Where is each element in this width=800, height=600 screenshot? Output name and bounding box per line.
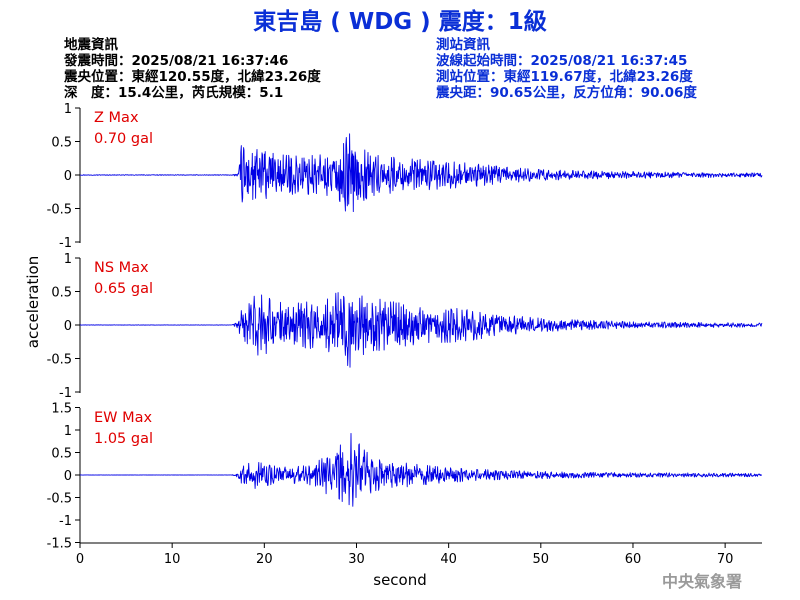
- x-tick-label: 30: [348, 552, 365, 567]
- y-tick-label: -1: [59, 236, 72, 251]
- y-tick-label: 1: [64, 102, 72, 117]
- chart-title: 東吉島 ( WDG ) 震度：1級: [253, 8, 546, 35]
- y-tick-label: 1: [64, 424, 72, 439]
- y-tick-label: 1: [64, 252, 72, 267]
- y-tick-label: -1: [59, 386, 72, 401]
- station-distance-azimuth: 震央距：90.65公里，反方位角：90.06度: [435, 84, 697, 101]
- panel-ns: 1 0.5 0 -0.5 -1 NS Max 0.65 gal: [47, 252, 763, 401]
- max-label-ns: NS Max: [94, 260, 149, 276]
- quake-info-block: 地震資訊 發震時間：2025/08/21 16:37:46 震央位置：東經120…: [63, 36, 321, 101]
- cwa-watermark: 中央氣象署: [662, 572, 742, 591]
- station-location: 測站位置：東經119.67度，北緯23.26度: [436, 68, 693, 85]
- x-tick-label: 20: [256, 552, 273, 567]
- y-tick-label: 0: [64, 169, 72, 184]
- station-wave-start: 波線起始時間：2025/08/21 16:37:45: [436, 52, 687, 69]
- waveform-ew: [79, 432, 762, 507]
- y-tick-label: 0.5: [51, 286, 72, 301]
- y-tick-label: 1.5: [51, 402, 72, 417]
- quake-epicenter: 震央位置：東經120.55度，北緯23.26度: [63, 68, 321, 85]
- station-info-heading: 測站資訊: [436, 36, 490, 53]
- y-tick-label: -0.5: [47, 492, 72, 507]
- station-info-block: 測站資訊 波線起始時間：2025/08/21 16:37:45 測站位置：東經1…: [435, 36, 697, 101]
- y-tick-label: -1: [59, 514, 72, 529]
- y-tick-label: 0.5: [51, 136, 72, 151]
- max-value-z: 0.70 gal: [94, 131, 153, 147]
- quake-origin-time: 發震時間：2025/08/21 16:37:46: [63, 52, 288, 69]
- max-label-z: Z Max: [94, 110, 139, 126]
- panels: 1 0.5 0 -0.5 -1 Z Max 0.70 gal 1 0.5 0 -0.5 -1 NS Ma…: [47, 102, 763, 567]
- waveform-z: [80, 133, 763, 213]
- y-tick-label: 0: [64, 469, 72, 484]
- quake-info-heading: 地震資訊: [64, 36, 118, 53]
- y-tick-label: -0.5: [47, 203, 72, 218]
- y-tick-label: 0: [64, 319, 72, 334]
- y-axis-label: acceleration: [24, 256, 42, 348]
- x-tick-label: 0: [76, 552, 84, 567]
- x-tick-label: 10: [164, 552, 181, 567]
- max-value-ew: 1.05 gal: [94, 431, 153, 447]
- y-tick-label: 0.5: [51, 447, 72, 462]
- x-tick-label: 40: [440, 552, 457, 567]
- x-tick-label: 60: [625, 552, 642, 567]
- waveform-ns: [79, 292, 763, 368]
- y-tick-label: -0.5: [47, 353, 72, 368]
- max-value-ns: 0.65 gal: [94, 281, 153, 297]
- quake-depth-magnitude: 深 度：15.4公里，芮氏規模：5.1: [64, 84, 283, 101]
- max-label-ew: EW Max: [94, 410, 153, 426]
- x-tick-label: 50: [533, 552, 550, 567]
- x-tick-label: 70: [717, 552, 734, 567]
- y-tick-label: -1.5: [47, 537, 72, 552]
- panel-ew: 1.5 1 0.5 0 -0.5 -1 -1.5 EW Max 1.05 gal: [47, 402, 762, 552]
- panel-z: 1 0.5 0 -0.5 -1 Z Max 0.70 gal: [47, 102, 763, 251]
- x-axis-label: second: [373, 571, 427, 589]
